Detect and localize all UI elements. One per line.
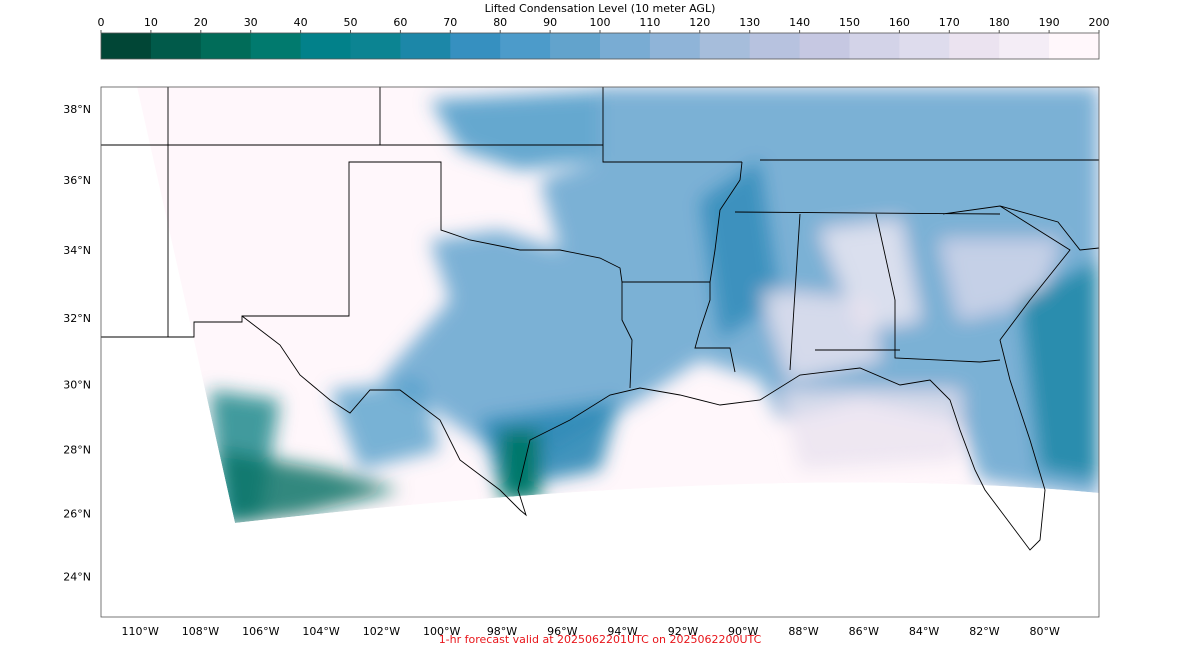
colorbar-tick-label: 110 — [639, 16, 660, 29]
footer: 1-hr forecast valid at 2025062201UTC on … — [439, 633, 762, 646]
lat-tick-label: 32°N — [63, 312, 91, 325]
colorbar-segment — [500, 33, 551, 59]
lon-tick-label: 104°W — [302, 625, 339, 638]
lon-tick-label: 94°W — [607, 625, 637, 638]
lon-tick-label: 82°W — [969, 625, 999, 638]
lon-tick-label: 98°W — [487, 625, 517, 638]
colorbar-tick-label: 180 — [989, 16, 1010, 29]
colorbar-segment — [400, 33, 451, 59]
colorbar-tick-label: 170 — [939, 16, 960, 29]
lon-tick-label: 90°W — [728, 625, 758, 638]
colorbar-segment — [849, 33, 900, 59]
lon-tick-label: 96°W — [547, 625, 577, 638]
colorbar-tick-label: 30 — [244, 16, 258, 29]
colorbar-tick-label: 190 — [1039, 16, 1060, 29]
field-shading — [210, 87, 1099, 523]
colorbar: 0 10 20 30 40 50 60 70 80 90 100 110 120 130 140 150 160… — [98, 16, 1110, 59]
colorbar-segment — [350, 33, 401, 59]
lat-tick-label: 26°N — [63, 508, 91, 521]
lon-tick-label: 100°W — [423, 625, 460, 638]
colorbar-segment — [101, 33, 152, 59]
colorbar-tick-label: 70 — [443, 16, 457, 29]
colorbar-segment — [699, 33, 751, 59]
colorbar-tick-label: 100 — [590, 16, 611, 29]
colorbar-tick-label: 120 — [689, 16, 710, 29]
borders — [101, 87, 1100, 551]
lat-tick-label: 34°N — [63, 244, 91, 257]
colorbar-tick-label: 160 — [889, 16, 910, 29]
colorbar-tick-label: 130 — [739, 16, 760, 29]
colorbar-segment — [999, 33, 1050, 59]
lat-tick-label: 36°N — [63, 174, 91, 187]
lon-tick-label: 88°W — [788, 625, 818, 638]
colorbar-tick-label: 200 — [1089, 16, 1110, 29]
colorbar-segment — [250, 33, 302, 59]
colorbar-frame — [100, 32, 1100, 60]
colorbar-tick-label: 80 — [493, 16, 507, 29]
outside-domain — [101, 482, 1099, 617]
lat-tick-label: 28°N — [63, 444, 91, 457]
map-frame — [100, 86, 1100, 618]
colorbar-tick-label: 40 — [294, 16, 308, 29]
lat-tick-label: 24°N — [63, 571, 91, 584]
colorbar-segment — [300, 33, 351, 59]
lon-tick-label: 108°W — [182, 625, 219, 638]
colorbar-segment — [1049, 33, 1100, 59]
colorbar-segment — [200, 33, 252, 59]
lon-tick-label: 102°W — [363, 625, 400, 638]
colorbar-segment — [150, 33, 202, 59]
colorbar-title: Lifted Condensation Level (10 meter AGL) — [485, 2, 716, 15]
colorbar-tick-label: 90 — [543, 16, 557, 29]
colorbar-segment — [450, 33, 501, 59]
colorbar-tick-label: 10 — [144, 16, 158, 29]
colorbar-tick-label: 20 — [194, 16, 208, 29]
lon-tick-label: 106°W — [242, 625, 279, 638]
lat-tick-label: 38°N — [63, 103, 91, 116]
lon-tick-label: 110°W — [122, 625, 159, 638]
colorbar-segment — [899, 33, 950, 59]
map-ticks: 38°N 36°N 34°N 32°N 30°N 28°N 26°N 24°N 110°W 108… — [63, 103, 1060, 638]
colorbar-segment — [949, 33, 1000, 59]
colorbar-tick-label: 140 — [789, 16, 810, 29]
colorbar-segment — [649, 33, 701, 59]
colorbar-tick-label: 150 — [839, 16, 860, 29]
lat-tick-label: 30°N — [63, 378, 91, 391]
colorbar-segment — [749, 33, 801, 59]
colorbar-segment — [550, 33, 601, 59]
lon-tick-label: 80°W — [1030, 625, 1060, 638]
lon-tick-label: 84°W — [909, 625, 939, 638]
colorbar-tick-label: 50 — [344, 16, 358, 29]
colorbar-segment — [799, 33, 850, 59]
lon-tick-label: 92°W — [668, 625, 698, 638]
colorbar-tick-label: 60 — [393, 16, 407, 29]
lon-tick-label: 86°W — [849, 625, 879, 638]
colorbar-segment — [600, 33, 651, 59]
colorbar-tick-label: 0 — [98, 16, 105, 29]
